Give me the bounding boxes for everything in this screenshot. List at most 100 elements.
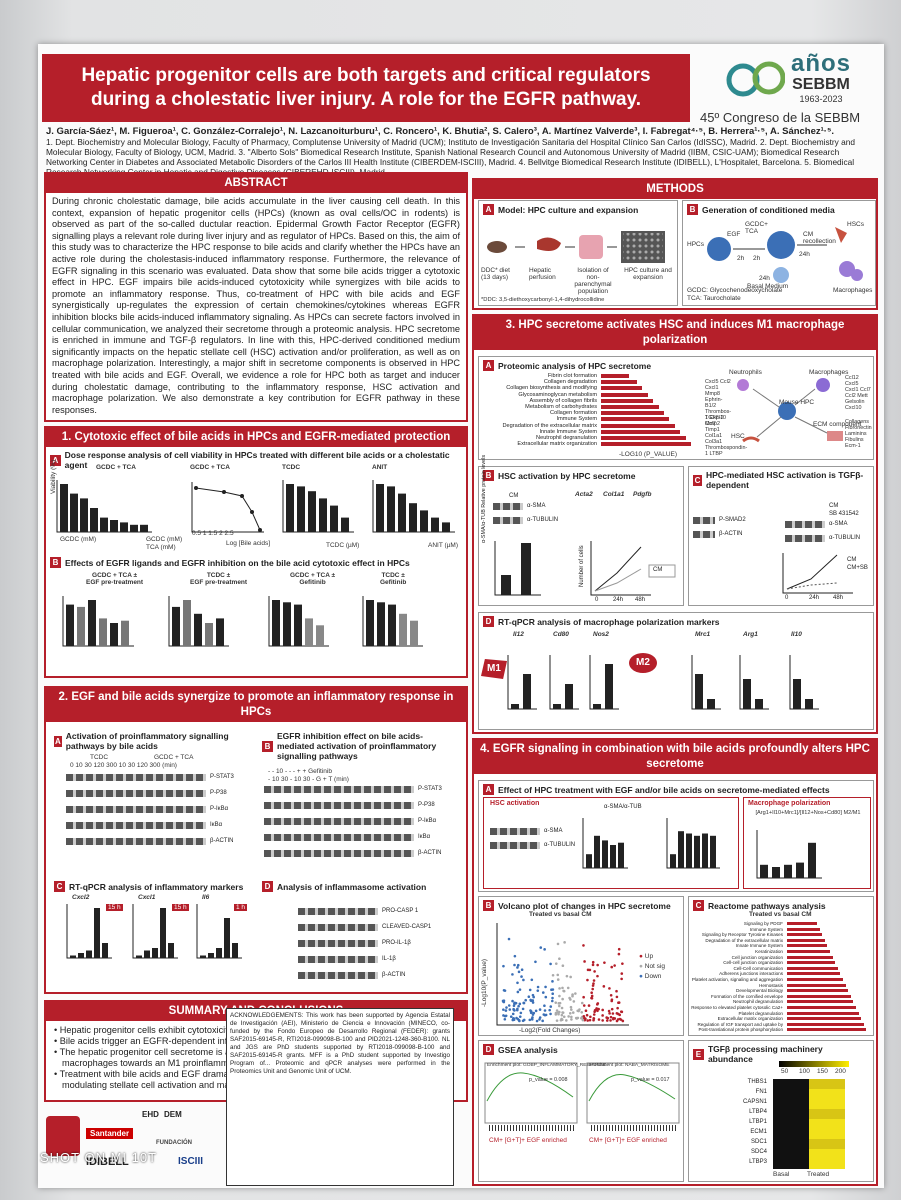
s4a-cells-bar	[702, 833, 708, 868]
volcano-point	[609, 1019, 612, 1022]
s1-anit-bar	[398, 493, 406, 532]
reactome-bar	[787, 989, 849, 993]
volcano-point	[530, 978, 534, 982]
western-blot-band	[298, 924, 378, 931]
s4a-macro-panel: Macrophage polarization [Arg1+Il10+Mrc1]…	[743, 797, 871, 889]
s1-xlabel-log: Log [Bile acids]	[226, 540, 271, 547]
volcano-point	[586, 978, 589, 982]
heatmap-cell	[773, 1129, 809, 1139]
volcano-point	[520, 968, 524, 972]
s3a-hsc: HSC	[731, 433, 745, 440]
volcano-point	[529, 1009, 532, 1012]
ehd-logo: EHD	[142, 1110, 159, 1119]
volcano-point	[509, 1015, 513, 1018]
volcano-point	[550, 988, 553, 992]
congress-label: 45º Congreso de la SEBBM	[700, 110, 861, 125]
methods-gcdc-def: GCDC: Glycochenodeoxycholate	[687, 287, 783, 294]
heatmap-cell	[773, 1159, 809, 1169]
section-4d-title: GSEA analysis	[498, 1044, 558, 1055]
volcano-point	[512, 1018, 516, 1021]
western-blot-band	[66, 838, 206, 845]
s3d-gene3-bar	[707, 699, 715, 709]
fundacion-logo: FUNDACIÓN	[156, 1140, 192, 1146]
volcano-point	[592, 979, 596, 982]
s3a-genes-4: Collagens Fibronectin Laminins Fibulins …	[845, 419, 872, 449]
pathway-bar	[601, 405, 659, 409]
time-badge: 1 h	[234, 904, 248, 911]
volcano-point	[596, 1009, 599, 1013]
s1-anit-bar	[442, 522, 450, 532]
reactome-bar	[787, 983, 846, 987]
s1b-2-bar	[194, 613, 202, 646]
volcano-point	[572, 1000, 576, 1003]
volcano-point	[618, 1017, 622, 1021]
s4a-macro-bar	[772, 867, 780, 878]
methods-footnote: *DDC: 3,5-diethoxycarbonyl-1,4-dihydroco…	[481, 297, 605, 303]
volcano-point	[541, 991, 545, 994]
s1b-1-bar	[99, 618, 107, 646]
gene-label: Il6	[202, 894, 210, 901]
volcano-point	[554, 1001, 558, 1004]
volcano-point	[609, 1015, 613, 1019]
volcano-point	[571, 1011, 575, 1014]
volcano-point	[590, 991, 593, 995]
s4a-macro-plot	[756, 830, 822, 879]
volcano-point	[601, 1019, 604, 1022]
volcano-point	[522, 978, 525, 982]
western-blot-label: P-STAT3	[418, 786, 442, 792]
heatmap-cell	[773, 1119, 809, 1129]
methods-24h-b: 24h	[759, 275, 770, 282]
s3b-legend-cm: CM	[653, 567, 663, 573]
volcano-point	[560, 1018, 563, 1022]
volcano-point	[588, 1018, 592, 1022]
heatmap-cell	[809, 1119, 845, 1129]
s2c-cxcl2-bar	[102, 943, 108, 958]
volcano-point	[563, 941, 566, 944]
s1-chart3-title: TCDC	[282, 464, 301, 471]
western-blot-band	[264, 850, 414, 857]
s3c-blot-label-3: α-SMA	[829, 521, 848, 527]
s1b-4-bar	[377, 602, 385, 646]
section-4-header: 4. EGFR signaling in combination with bi…	[474, 740, 876, 774]
volcano-point	[531, 993, 535, 997]
methods-box: METHODS A Model: HPC culture and expansio…	[472, 178, 878, 310]
s1-tcdc-bar	[297, 486, 305, 532]
volcano-point	[558, 1001, 562, 1005]
volcano-point	[620, 977, 623, 981]
volcano-point	[592, 1016, 596, 1020]
volcano-point	[584, 1017, 587, 1020]
volcano-point	[620, 1010, 624, 1014]
volcano-point	[591, 963, 595, 967]
volcano-point	[504, 1014, 508, 1018]
s2c-il6-bar	[208, 953, 214, 958]
volcano-point	[522, 1018, 526, 1022]
methods-b-diagram	[707, 227, 863, 283]
s2b-panel: B EGFR inhibition effect on bile acids-me…	[258, 728, 466, 878]
heatmap-cell	[809, 1079, 845, 1089]
heatmap-scale	[779, 1061, 849, 1067]
s2c-il6-bar	[224, 918, 230, 958]
s3d-gene3-bar	[695, 674, 703, 709]
s2c-cxcl2-bar	[78, 953, 84, 958]
abstract-box: ABSTRACT During chronic cholestatic dama…	[44, 172, 468, 422]
reactome-label: Cell junction organization	[731, 954, 783, 960]
section-1-header: 1. Cytotoxic effect of bile acids in HPC…	[46, 428, 466, 447]
s4a-macro-bar	[796, 862, 804, 878]
volcano-point	[582, 1004, 586, 1007]
s1b-3-bar	[283, 602, 291, 646]
volcano-point	[565, 974, 569, 978]
gsea-title-2: Enrichment plot: NABA_MATRISOME	[589, 1063, 670, 1068]
volcano-point	[521, 1007, 525, 1011]
s4a-macro-bar	[808, 842, 816, 878]
s2c-plots	[66, 904, 242, 959]
western-blot-label: PRO-IL-1β	[382, 940, 411, 946]
s1-chart7-title: GCDC + TCA ± Gefitinib	[290, 572, 336, 586]
s1b-4-bar	[388, 604, 396, 646]
s2c-cxcl1-bar	[144, 950, 150, 958]
western-blot-band	[66, 774, 206, 781]
methods-isolation: Isolation of non-parenchymal population	[574, 267, 612, 295]
author-affiliations: 1. Dept. Biochemistry and Molecular Biol…	[46, 137, 855, 177]
s3b-t0: 0	[595, 597, 599, 603]
volcano-point	[561, 986, 564, 990]
s3c-blot-2	[693, 531, 715, 538]
